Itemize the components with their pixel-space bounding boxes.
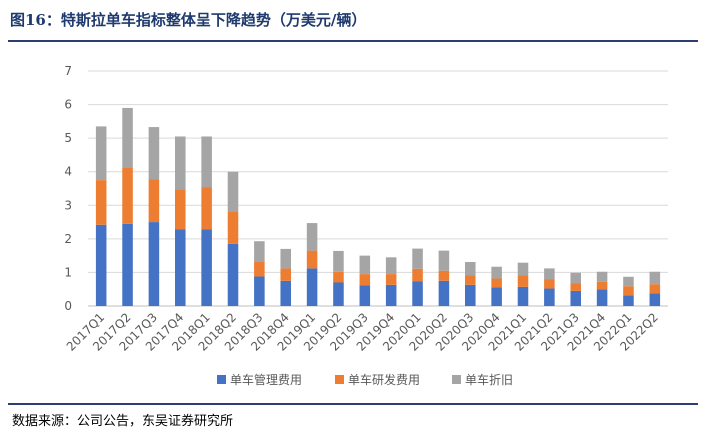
bottom-rule: [8, 403, 698, 405]
bar-segment-admin: [359, 285, 371, 306]
bar-segment-rnd: [333, 271, 344, 283]
bar-segment-admin: [122, 223, 133, 306]
bar-segment-admin: [544, 288, 555, 306]
bar-segment-depreciation: [95, 126, 107, 181]
bar-segment-depreciation: [122, 107, 133, 168]
bar-segment-admin: [95, 224, 107, 306]
bar-segment-rnd: [570, 283, 581, 291]
y-tick-label: 1: [64, 265, 72, 279]
bar-segment-rnd: [596, 281, 608, 290]
bar-segment-rnd: [412, 268, 423, 282]
bar-segment-rnd: [95, 180, 107, 225]
bar-segment-rnd: [254, 262, 265, 277]
bar-segment-depreciation: [544, 268, 555, 280]
bar-segment-admin: [227, 243, 239, 306]
bar-segment-depreciation: [438, 250, 450, 271]
bar-segment-admin: [649, 293, 661, 306]
bar-segment-admin: [570, 290, 581, 306]
bar-segment-rnd: [544, 279, 555, 289]
bar-segment-rnd: [517, 275, 529, 287]
figure-title: 图16：特斯拉单车指标整体呈下降趋势（万美元/辆）: [10, 11, 367, 29]
bar-segment-rnd: [306, 250, 318, 269]
bar-segment-depreciation: [623, 276, 634, 287]
bar-segment-rnd: [385, 274, 397, 285]
y-tick-label: 2: [64, 232, 72, 246]
bar-segment-admin: [465, 284, 476, 306]
bar-segment-rnd: [649, 284, 661, 294]
bar-segment-admin: [306, 268, 318, 306]
bar-segment-depreciation: [570, 272, 581, 284]
legend-label: 单车管理费用: [230, 372, 302, 387]
bar-segment-depreciation: [175, 136, 186, 190]
bar-segment-depreciation: [359, 255, 371, 275]
y-tick-label: 0: [64, 299, 72, 313]
bar-segment-admin: [148, 222, 160, 306]
bar-segment-depreciation: [148, 127, 160, 180]
bar-segment-rnd: [122, 167, 133, 224]
bar-segment-admin: [385, 284, 397, 306]
bar-segment-depreciation: [465, 262, 476, 276]
bar-segment-admin: [412, 281, 423, 306]
y-tick-label: 4: [64, 165, 72, 179]
bar-segment-depreciation: [385, 257, 397, 275]
bar-segment-depreciation: [596, 271, 608, 282]
bar-segment-depreciation: [412, 248, 423, 269]
y-tick-label: 5: [64, 131, 72, 145]
bar-segment-rnd: [465, 275, 476, 285]
bar-segment-admin: [201, 229, 212, 306]
bar-segment-depreciation: [254, 241, 265, 263]
bar-segment-depreciation: [227, 171, 239, 212]
bar-segment-admin: [596, 289, 608, 306]
y-tick-label: 7: [64, 64, 72, 78]
legend-label: 单车研发费用: [348, 372, 420, 387]
top-rule: [8, 40, 698, 42]
bar-segment-rnd: [280, 268, 291, 281]
stacked-bar-chart: 012345672017Q12017Q22017Q32017Q42018Q120…: [64, 64, 668, 387]
y-tick-label: 6: [64, 98, 72, 112]
bar-segment-depreciation: [517, 262, 529, 276]
bar-segment-admin: [280, 280, 291, 306]
source-note: 数据来源：公司公告，东吴证券研究所: [12, 414, 234, 429]
bar-segment-depreciation: [280, 248, 291, 269]
bar-segment-rnd: [359, 274, 371, 286]
bar-segment-admin: [254, 276, 265, 306]
y-tick-label: 3: [64, 198, 72, 212]
bar-segment-rnd: [491, 278, 502, 288]
bar-segment-admin: [491, 287, 502, 306]
bar-segment-rnd: [438, 270, 450, 281]
legend-swatch: [452, 375, 461, 384]
bar-segment-admin: [517, 286, 529, 306]
bar-segment-rnd: [148, 179, 160, 223]
legend-swatch: [217, 375, 226, 384]
bar-segment-rnd: [227, 212, 239, 244]
legend-swatch: [335, 375, 344, 384]
legend-label: 单车折旧: [465, 372, 513, 387]
bar-segment-admin: [333, 282, 344, 306]
bar-segment-depreciation: [649, 271, 661, 285]
bar-segment-admin: [175, 229, 186, 306]
bar-segment-rnd: [175, 189, 186, 230]
bar-segment-depreciation: [306, 223, 318, 251]
bar-segment-depreciation: [333, 250, 344, 272]
bar-segment-rnd: [623, 286, 634, 296]
title-bar: 图16：特斯拉单车指标整体呈下降趋势（万美元/辆）: [0, 0, 706, 40]
bar-segment-depreciation: [201, 136, 212, 188]
bar-segment-admin: [438, 280, 450, 306]
bar-segment-admin: [623, 295, 634, 306]
bar-segment-depreciation: [491, 266, 502, 279]
bar-segment-rnd: [201, 187, 212, 230]
